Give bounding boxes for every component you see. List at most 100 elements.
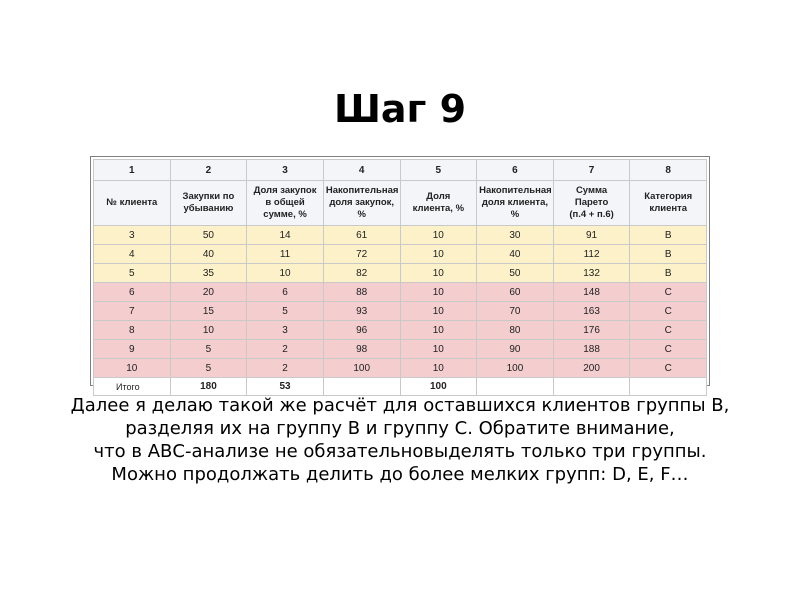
- table-cell: 10: [246, 263, 324, 283]
- column-header-line: доля клиента, %: [481, 197, 549, 220]
- table-row: 9 5 2 98 10 90 188 C: [93, 339, 707, 359]
- total-cell: [552, 377, 631, 396]
- table-cell: C: [629, 301, 707, 321]
- table-cell: 14: [246, 225, 324, 245]
- column-header-line: в общей: [265, 197, 305, 208]
- table-cell: 93: [322, 301, 401, 321]
- table-cell: 4: [93, 244, 171, 264]
- column-header-line: Накопительная: [479, 185, 552, 196]
- table-cell: 98: [322, 339, 401, 359]
- table-cell: 91: [552, 225, 631, 245]
- table-cell: 132: [552, 263, 631, 283]
- total-cell: [322, 377, 401, 396]
- table-cell: 88: [322, 282, 401, 302]
- table-cell: 100: [476, 358, 554, 378]
- column-header: Доля клиента, %: [399, 180, 478, 226]
- total-cell: 100: [399, 377, 478, 396]
- column-header-line: Доля: [426, 191, 451, 202]
- table-cell: B: [629, 244, 707, 264]
- table-cell: 6: [246, 282, 324, 302]
- table-cell: 50: [169, 225, 248, 245]
- table-cell: 148: [552, 282, 631, 302]
- total-cell: 53: [246, 377, 324, 396]
- table-cell: B: [629, 263, 707, 283]
- table-cell: 176: [552, 320, 631, 340]
- column-number: 4: [322, 159, 401, 181]
- table-cell: 10: [399, 339, 478, 359]
- table-cell: 15: [169, 301, 248, 321]
- table-cell: 10: [399, 263, 478, 283]
- caption-line: что в АВС-анализе не обязательновыделять…: [93, 441, 707, 462]
- caption-line: разделяя их на группу В и группу С. Обра…: [125, 418, 675, 439]
- column-header-line: № клиента: [106, 197, 158, 208]
- column-header-line: Сумма: [575, 185, 608, 196]
- column-header-line: Категория: [644, 191, 693, 202]
- column-number: 6: [476, 159, 554, 181]
- column-number: 2: [169, 159, 248, 181]
- table-cell: 35: [169, 263, 248, 283]
- column-number: 5: [399, 159, 478, 181]
- table-cell: C: [629, 358, 707, 378]
- column-header-line: Накопительная: [325, 185, 399, 196]
- table-row: 3 50 14 61 10 30 91 B: [93, 225, 707, 245]
- column-header-line: доля закупок, %: [329, 197, 395, 220]
- table-body: 3 50 14 61 10 30 91 B 4 40 11 72 10 40 112 B 5 35 10 82 10 50…: [93, 225, 707, 396]
- total-cell: [629, 377, 707, 396]
- column-number: 3: [246, 159, 324, 181]
- column-number: 7: [552, 159, 631, 181]
- column-header: Сумма Парето (п.4 + п.6): [552, 180, 631, 226]
- table-cell: 163: [552, 301, 631, 321]
- table-cell: 40: [476, 244, 554, 264]
- column-header: Категория клиента: [629, 180, 707, 226]
- table-row: 5 35 10 82 10 50 132 B: [93, 263, 707, 283]
- table-cell: 10: [399, 225, 478, 245]
- column-header: № клиента: [93, 180, 171, 226]
- total-cell: 180: [169, 377, 248, 396]
- table-cell: C: [629, 282, 707, 302]
- column-header: Закупки по убыванию: [169, 180, 248, 226]
- column-header-line: клиента, %: [412, 203, 465, 214]
- caption-line: Далее я делаю такой же расчёт для оставш…: [70, 395, 730, 416]
- table-cell: 8: [93, 320, 171, 340]
- table-cell: 10: [399, 301, 478, 321]
- column-header: Накопительная доля закупок, %: [322, 180, 401, 226]
- table-cell: 5: [246, 301, 324, 321]
- table-cell: 70: [476, 301, 554, 321]
- total-cell: [476, 377, 554, 396]
- column-number: 8: [629, 159, 707, 181]
- table-cell: 5: [169, 339, 248, 359]
- table-cell: 7: [93, 301, 171, 321]
- table-cell: 100: [322, 358, 401, 378]
- table-cell: 10: [169, 320, 248, 340]
- table-cell: C: [629, 339, 707, 359]
- total-row: Итого 180 53 100: [93, 377, 707, 396]
- column-header-line: Доля закупок: [253, 185, 317, 196]
- table-cell: 82: [322, 263, 401, 283]
- table-row: 8 10 3 96 10 80 176 C: [93, 320, 707, 340]
- column-header-line: Закупки по: [182, 191, 235, 202]
- table-cell: 60: [476, 282, 554, 302]
- table-row: 6 20 6 88 10 60 148 C: [93, 282, 707, 302]
- table-cell: 50: [476, 263, 554, 283]
- slide-caption: Далее я делаю такой же расчёт для оставш…: [0, 394, 800, 486]
- table-cell: 11: [246, 244, 324, 264]
- column-header-line: убыванию: [183, 203, 234, 214]
- column-header: Накопительная доля клиента, %: [476, 180, 554, 226]
- table-cell: 2: [246, 339, 324, 359]
- table-cell: 3: [246, 320, 324, 340]
- table-cell: 2: [246, 358, 324, 378]
- table-cell: 9: [93, 339, 171, 359]
- table-cell: 80: [476, 320, 554, 340]
- table-cell: 5: [169, 358, 248, 378]
- table-cell: 61: [322, 225, 401, 245]
- table-cell: B: [629, 225, 707, 245]
- table-row: 4 40 11 72 10 40 112 B: [93, 244, 707, 264]
- table-row: 7 15 5 93 10 70 163 C: [93, 301, 707, 321]
- column-number: 1: [93, 159, 171, 181]
- column-header-line: сумме, %: [263, 209, 307, 220]
- table-cell: C: [629, 320, 707, 340]
- table-cell: 3: [93, 225, 171, 245]
